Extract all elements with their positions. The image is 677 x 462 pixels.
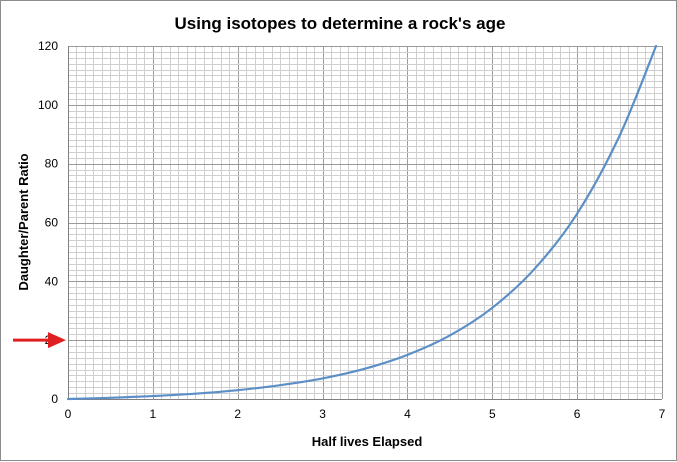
x-tick-label: 3: [319, 407, 326, 421]
axes-layer: [68, 46, 662, 400]
y-tick-label: 80: [45, 157, 59, 171]
y-tick-label: 60: [45, 216, 59, 230]
y-tick-label: 0: [51, 392, 58, 406]
grid-layer: [68, 46, 663, 400]
x-tick-label: 4: [404, 407, 411, 421]
arrow-head: [48, 332, 66, 349]
y-tick-label: 40: [45, 274, 59, 288]
x-axis-title: Half lives Elapsed: [312, 434, 423, 449]
ticks-layer: 01234567020406080100120: [38, 39, 666, 421]
y-axis-title: Daughter/Parent Ratio: [16, 153, 31, 290]
x-tick-label: 6: [574, 407, 581, 421]
x-tick-label: 5: [489, 407, 496, 421]
series-line-0: [66, 44, 658, 401]
chart-title: Using isotopes to determine a rock's age: [175, 14, 506, 33]
y-tick-label: 120: [38, 39, 58, 53]
x-tick-label: 7: [659, 407, 666, 421]
red-arrow-icon: [13, 332, 66, 349]
series-layer: [66, 44, 658, 401]
x-tick-label: 0: [65, 407, 72, 421]
x-tick-label: 2: [234, 407, 241, 421]
x-tick-label: 1: [150, 407, 157, 421]
annotation-layer: [13, 332, 66, 349]
y-tick-label: 100: [38, 98, 58, 112]
